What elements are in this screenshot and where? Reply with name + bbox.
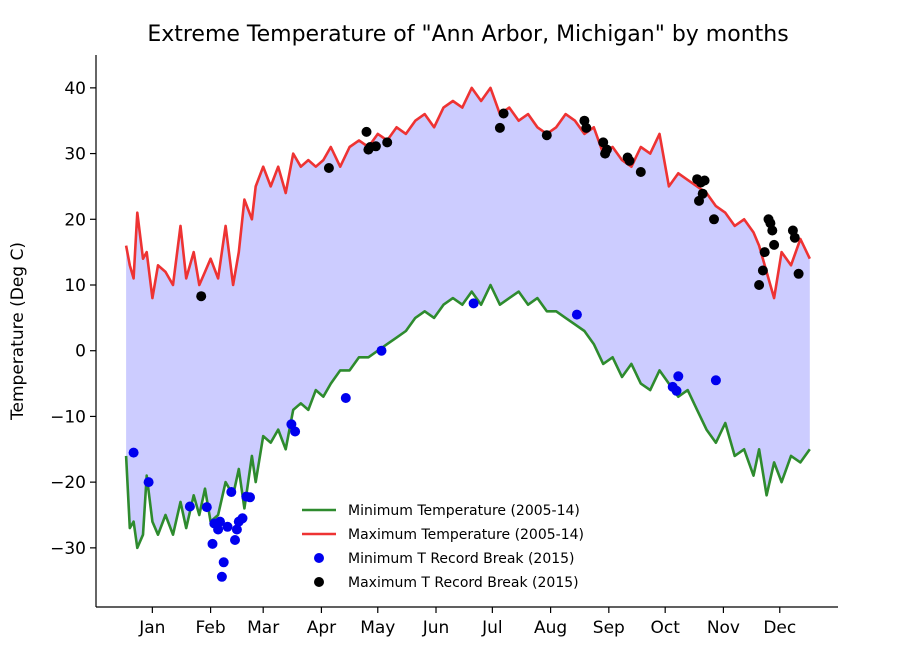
- max-record-point: [793, 268, 804, 279]
- x-tick-label: Jul: [481, 618, 503, 638]
- x-tick-label: Aug: [534, 618, 567, 638]
- max-record-point: [635, 167, 646, 177]
- max-temperature-line: [124, 86, 811, 300]
- y-tick-label: 10: [64, 276, 86, 296]
- legend-label: Minimum T Record Break (2015): [348, 551, 575, 567]
- y-tick-label: −30: [50, 539, 86, 559]
- x-tick-label: Apr: [307, 618, 336, 638]
- max-record-point: [498, 108, 509, 119]
- legend-label: Maximum Temperature (2005-14): [348, 527, 584, 543]
- x-tick-label: May: [360, 618, 395, 638]
- min-record-point: [671, 385, 682, 396]
- record-points: [128, 108, 804, 582]
- max-record-point: [767, 225, 778, 236]
- max-record-point: [757, 265, 768, 276]
- min-record-point: [216, 571, 227, 582]
- max-record-point: [754, 280, 765, 290]
- y-tick-label: 0: [75, 342, 86, 362]
- min-record-point: [231, 524, 242, 535]
- max-record-point: [370, 141, 381, 152]
- max-record-point: [494, 122, 505, 133]
- min-temperature-line: [124, 283, 811, 550]
- min-record-point: [571, 309, 582, 320]
- max-record-point: [601, 144, 612, 155]
- min-record-point: [207, 538, 218, 549]
- min-record-point: [215, 516, 225, 527]
- x-tick-label: Feb: [196, 618, 226, 638]
- legend-label: Minimum Temperature (2005-14): [348, 503, 580, 519]
- x-tick-label: Oct: [650, 618, 680, 638]
- min-record-point: [184, 501, 195, 512]
- max-record-point: [769, 239, 780, 250]
- y-axis-label: Temperature (Deg C): [8, 242, 28, 421]
- min-record-point: [468, 298, 479, 309]
- max-record-point: [789, 232, 800, 243]
- legend-label: Maximum T Record Break (2015): [348, 575, 579, 591]
- max-record-point: [624, 155, 635, 166]
- max-record-point: [361, 126, 372, 137]
- min-record-point: [376, 345, 387, 356]
- max-record-point: [709, 214, 719, 225]
- min-record-point: [143, 477, 154, 488]
- min-record-point: [230, 535, 240, 545]
- x-tick-label: Nov: [707, 618, 740, 638]
- legend-swatch: [314, 553, 324, 563]
- min-record-point: [213, 524, 224, 535]
- max-record-point: [759, 247, 770, 258]
- max-record-point: [541, 130, 552, 141]
- max-record-point: [699, 175, 710, 186]
- max-record-point: [581, 122, 592, 133]
- y-tick-label: −10: [50, 407, 86, 427]
- axes: 40 30 20 10 0 −10 −20 −30 Jan Feb Mar Apr May Jun Jul A…: [50, 55, 838, 638]
- temperature-range-fill: [126, 87, 810, 548]
- legend: Minimum Temperature (2005-14) Maximum Tem…: [302, 503, 584, 591]
- min-record-point: [201, 502, 212, 513]
- y-tick-label: 20: [64, 210, 86, 230]
- y-tick-label: −20: [50, 473, 86, 493]
- max-record-point: [697, 188, 708, 199]
- series-lines: [124, 86, 811, 550]
- min-record-point: [237, 513, 248, 524]
- min-record-point: [245, 492, 255, 503]
- min-record-point: [218, 557, 229, 568]
- chart-title: Extreme Temperature of "Ann Arbor, Michi…: [147, 22, 788, 47]
- min-record-point: [340, 393, 351, 403]
- x-tick-label: Sep: [593, 618, 625, 638]
- min-record-point: [290, 426, 301, 437]
- max-record-point: [382, 137, 393, 148]
- y-tick-label: 40: [64, 79, 86, 99]
- max-record-point: [323, 163, 334, 173]
- legend-swatch: [314, 577, 324, 587]
- x-tick-label: Dec: [763, 618, 796, 638]
- min-record-point: [222, 521, 233, 532]
- min-record-point: [710, 375, 721, 386]
- x-tick-label: Jan: [138, 618, 165, 638]
- x-tick-label: Mar: [247, 618, 279, 638]
- x-tick-label: Jun: [422, 618, 450, 638]
- range-band: [126, 87, 810, 548]
- max-record-point: [196, 291, 207, 302]
- y-tick-label: 30: [64, 145, 86, 165]
- min-record-point: [226, 487, 237, 497]
- min-record-point: [128, 447, 139, 458]
- min-record-point: [673, 371, 684, 382]
